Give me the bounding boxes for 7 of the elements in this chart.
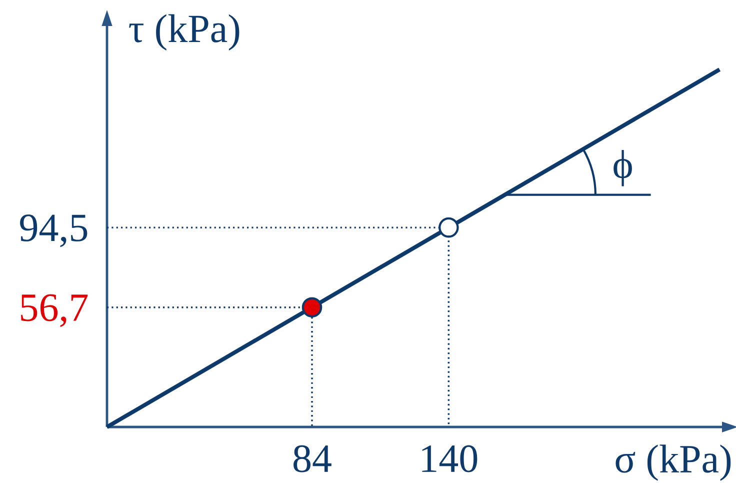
x-axis-title: σ (kPa)	[616, 444, 731, 481]
x-tick-label: 140	[422, 445, 478, 472]
annotation: ϕ	[614, 150, 632, 186]
y-tick-label: 94,5	[20, 214, 88, 248]
y-axis-title: τ (kPa)	[129, 14, 240, 51]
y-tick-label: 56,7	[21, 294, 88, 327]
x-tick-label: 84	[294, 445, 332, 472]
